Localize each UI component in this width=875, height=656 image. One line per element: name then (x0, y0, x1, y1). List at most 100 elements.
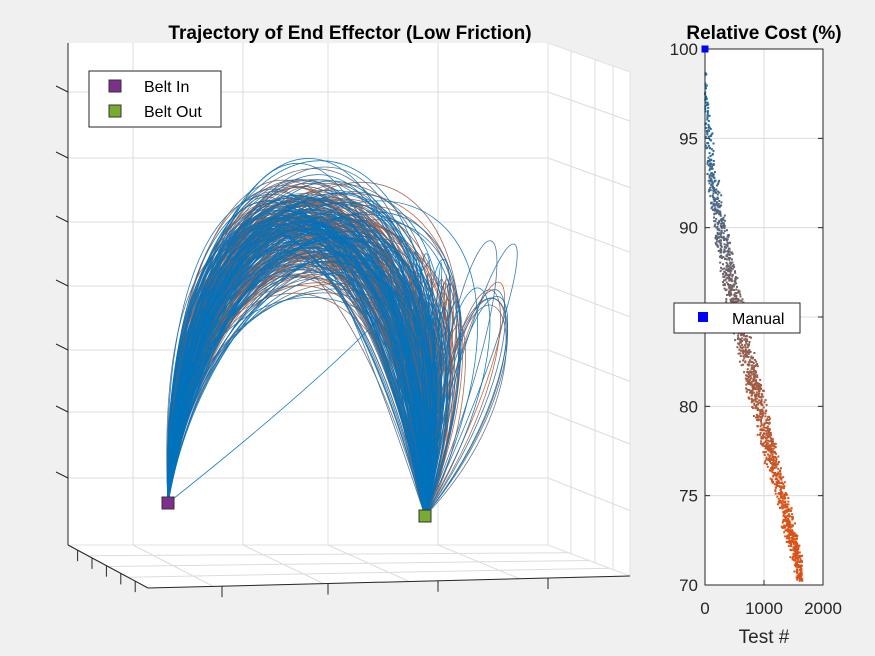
cost-point (752, 362, 755, 365)
z-tick (55, 85, 69, 93)
cost-point (714, 171, 716, 174)
cost-point (734, 339, 737, 342)
cost-axes: 70 75 80 90 95 100 0 1000 2000 Relative Cost (%… (670, 23, 842, 648)
cost-point (783, 524, 786, 527)
cost-point (756, 425, 759, 428)
cost-point (718, 236, 721, 238)
trajectory-line (167, 217, 426, 517)
cost-point (708, 176, 711, 179)
cost-point (753, 368, 755, 371)
cost-point (732, 264, 735, 266)
cost-point (736, 285, 738, 288)
cost-point (796, 552, 799, 555)
cost-point (793, 550, 796, 553)
cost-point (774, 489, 777, 492)
cost-point (772, 447, 775, 450)
cost-point (732, 298, 735, 301)
cost-point (726, 253, 729, 256)
cost-point (726, 239, 729, 242)
cost-point (755, 395, 758, 398)
cost-point (769, 477, 772, 480)
cost-point (757, 390, 760, 393)
cost-point (714, 207, 717, 210)
cost-point (715, 235, 718, 238)
cost-point (707, 164, 710, 167)
cost-point (711, 205, 714, 208)
cost-point (725, 288, 728, 291)
cost-point (729, 284, 732, 287)
cost-point (720, 201, 723, 204)
cost-point (782, 518, 785, 521)
cost-point (797, 546, 800, 548)
cost-point (767, 415, 770, 418)
cost-point (726, 250, 729, 253)
cost-point (743, 338, 746, 341)
cost-point (797, 566, 800, 568)
cost-point (767, 439, 770, 442)
cost-point (746, 377, 749, 380)
cost-point (775, 474, 778, 477)
cost-point (773, 483, 776, 486)
cost-point (728, 290, 731, 293)
cost-point (800, 564, 803, 567)
cost-point (750, 391, 753, 394)
cost-point (800, 559, 802, 562)
legend-manual-swatch (698, 312, 708, 322)
cost-point (716, 198, 718, 200)
cost-point (713, 225, 716, 228)
cost-point (780, 478, 783, 481)
cost-point (787, 519, 790, 522)
cost-point (798, 556, 801, 559)
cost-point (744, 377, 747, 380)
legend-manual-label: Manual (732, 311, 784, 328)
trajectory-line (167, 191, 447, 517)
cost-point (780, 491, 783, 494)
cost-point (722, 256, 725, 258)
cost-point (792, 540, 795, 543)
cost-point (710, 148, 713, 151)
cost-point (752, 387, 754, 389)
cost-point (776, 473, 779, 476)
cost-point (765, 421, 768, 424)
trajectory-line (424, 240, 498, 517)
cost-point (762, 442, 765, 445)
cost-point (745, 383, 748, 386)
cost-point (721, 268, 724, 271)
cost-point (745, 351, 748, 354)
cost-point (722, 284, 725, 287)
cost-point (723, 214, 726, 217)
cost-point (715, 212, 717, 215)
cost-point (764, 415, 767, 418)
belt-out-marker (418, 509, 432, 523)
cost-point (719, 249, 722, 252)
cost-point (783, 485, 786, 488)
trajectory-line (166, 193, 426, 517)
cost-point (775, 457, 778, 460)
cost-point (794, 548, 797, 551)
cost-point (775, 478, 778, 481)
cost-point (787, 503, 790, 506)
cost-point (782, 483, 785, 485)
cost-point (765, 442, 768, 445)
cost-point (765, 403, 768, 406)
cost-point (746, 338, 749, 341)
cost-point (765, 419, 768, 422)
cost-point (705, 101, 708, 104)
cost-point (708, 175, 711, 178)
cost-point (761, 413, 764, 416)
cost-point (709, 147, 712, 150)
cost-point (755, 400, 758, 403)
cost-point (746, 368, 749, 371)
cost-point (774, 478, 777, 481)
cost-point (781, 521, 784, 524)
grid-line (107, 560, 590, 567)
cost-point (774, 486, 777, 489)
cost-point (777, 455, 780, 458)
cost-point (764, 451, 767, 453)
cost-point (734, 292, 737, 295)
cost-point (731, 297, 734, 300)
cost-point (783, 493, 786, 496)
cost-point (704, 144, 707, 147)
cost-point (769, 447, 772, 450)
cost-point (755, 384, 758, 387)
